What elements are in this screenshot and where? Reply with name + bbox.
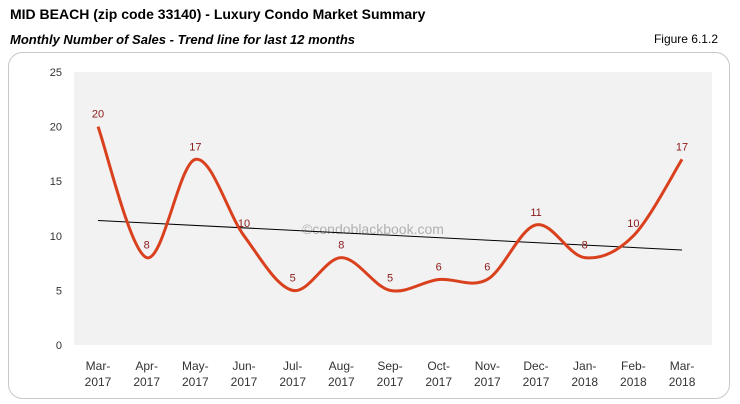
data-label: 17 (189, 141, 201, 153)
x-tick-label: May-2017 (182, 359, 209, 389)
y-tick-label: 20 (50, 122, 62, 134)
data-label: 6 (436, 261, 442, 273)
y-tick-label: 5 (56, 285, 62, 297)
x-tick-label: Jan-2018 (571, 359, 598, 389)
x-tick-label: Dec-2017 (523, 359, 550, 389)
x-tick-label: Oct-2017 (425, 359, 452, 389)
sales-line (96, 126, 684, 293)
y-tick-label: 25 (50, 67, 62, 79)
x-tick-label: Apr-2017 (133, 359, 160, 389)
data-label: 8 (582, 240, 588, 252)
data-label: 6 (484, 261, 490, 273)
y-tick-label: 0 (56, 340, 62, 352)
data-label: 8 (144, 240, 150, 252)
data-label: 5 (387, 272, 393, 284)
x-tick-label: Mar-2017 (85, 359, 112, 389)
trend-line (97, 220, 683, 251)
data-label: 8 (338, 240, 344, 252)
y-tick-label: 15 (50, 176, 62, 188)
x-tick-label: Jun-2017 (231, 359, 258, 389)
x-tick-label: Mar-2018 (669, 359, 696, 389)
chart-title: MID BEACH (zip code 33140) - Luxury Cond… (10, 6, 426, 22)
x-tick-label: Aug-2017 (328, 359, 355, 389)
figure-number: Figure 6.1.2 (653, 32, 718, 46)
x-tick-label: Sep-2017 (377, 359, 404, 389)
data-label: 11 (530, 207, 541, 219)
x-tick-label: Nov-2017 (474, 359, 501, 389)
data-label: 17 (676, 141, 688, 153)
x-tick-label: Jul-2017 (279, 359, 306, 389)
data-label: 10 (627, 218, 639, 230)
chart-subtitle: Monthly Number of Sales - Trend line for… (10, 32, 356, 47)
x-tick-label: Feb-2018 (620, 359, 647, 389)
plot-area (74, 72, 712, 345)
data-label: 10 (238, 218, 250, 230)
data-label: 20 (92, 109, 104, 121)
data-label: 5 (290, 272, 296, 284)
y-tick-label: 10 (50, 231, 62, 243)
